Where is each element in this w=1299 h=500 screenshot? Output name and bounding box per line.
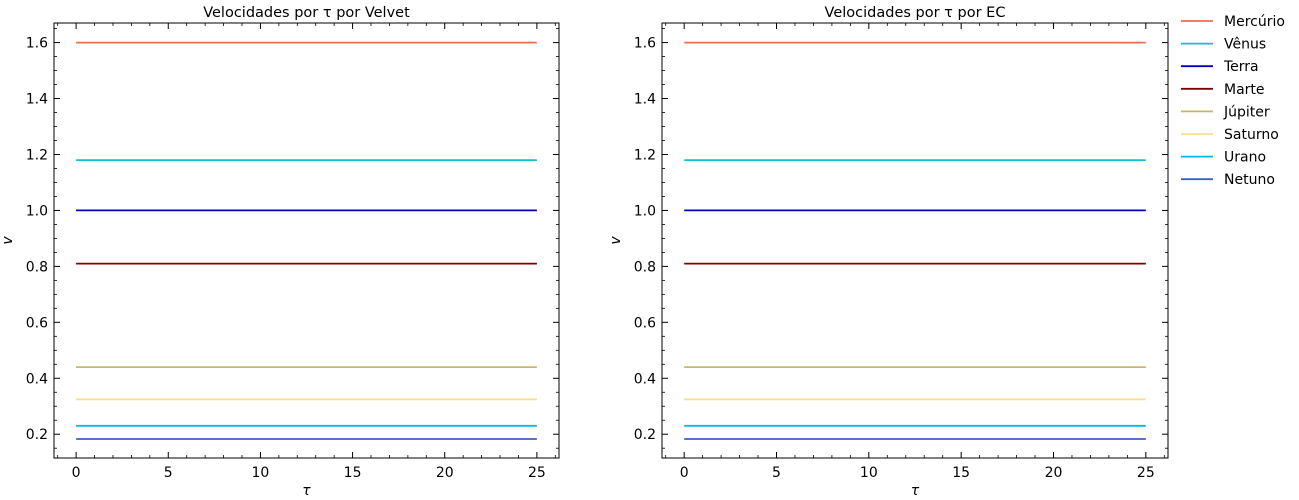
- chart-panel-ec: 0 5 10 15 20 25 0.2 0.4 0.6 0.8 1.0 1.2 1.4 1.6 Veloci…: [608, 5, 1169, 499]
- y-axis-label: v: [0, 236, 16, 245]
- y-tick-label: 1.2: [26, 147, 48, 163]
- y-tick-label: 1.0: [26, 203, 48, 219]
- legend-label: Netuno: [1224, 172, 1275, 188]
- y-tick-label: 1.6: [26, 36, 48, 52]
- y-tick-label: 1.0: [634, 203, 656, 219]
- legend-item-marte: Marte: [1181, 82, 1265, 98]
- x-tick-label: 20: [436, 465, 454, 481]
- y-tick-label: 0.6: [634, 315, 656, 331]
- plot-frame: [661, 22, 1169, 459]
- y-tick-label: 1.2: [634, 147, 656, 163]
- y-tick-label: 1.4: [634, 92, 656, 108]
- legend-item-terra: Terra: [1181, 59, 1259, 75]
- x-tick-label: 25: [528, 465, 546, 481]
- chart-title: Velocidades por τ por EC: [825, 5, 1006, 21]
- x-tick-label: 10: [860, 465, 878, 481]
- x-tick-label: 0: [72, 465, 81, 481]
- legend-label: Mercúrio: [1224, 14, 1285, 30]
- y-axis-label: v: [608, 236, 624, 245]
- y-tick-label: 0.6: [26, 315, 48, 331]
- y-tick-label: 0.8: [26, 259, 48, 275]
- legend-label: Vênus: [1224, 37, 1266, 53]
- legend-item-júpiter: Júpiter: [1181, 104, 1270, 120]
- legend-label: Urano: [1224, 150, 1266, 166]
- x-tick-label: 5: [772, 465, 781, 481]
- x-tick-label: 0: [680, 465, 689, 481]
- y-tick-label: 0.2: [634, 427, 656, 443]
- y-tick-label: 0.4: [26, 371, 48, 387]
- legend-label: Júpiter: [1223, 104, 1270, 120]
- legend-item-urano: Urano: [1181, 150, 1266, 166]
- x-tick-label: 25: [1137, 465, 1155, 481]
- chart-title: Velocidades por τ por Velvet: [203, 5, 410, 21]
- chart-legend: Mercúrio Vênus Terra Marte Júpiter Saturno Ura…: [1181, 14, 1285, 188]
- legend-item-mercúrio: Mercúrio: [1181, 14, 1285, 30]
- legend-label: Terra: [1223, 59, 1259, 75]
- x-tick-label: 15: [344, 465, 362, 481]
- x-axis-label: τ: [302, 483, 311, 499]
- legend-label: Saturno: [1224, 127, 1279, 143]
- y-tick-label: 0.4: [634, 371, 656, 387]
- x-axis-label: τ: [911, 483, 920, 499]
- chart-panel-velvet: 0 5 10 15 20 25 0.2 0.4 0.6 0.8 1.0 1.2 1.4 1.6 Veloci…: [0, 5, 560, 499]
- y-tick-label: 0.2: [26, 427, 48, 443]
- y-tick-label: 1.4: [26, 92, 48, 108]
- legend-item-vênus: Vênus: [1181, 37, 1266, 53]
- legend-label: Marte: [1224, 82, 1265, 98]
- x-tick-label: 20: [1045, 465, 1063, 481]
- legend-item-saturno: Saturno: [1181, 127, 1279, 143]
- legend-item-netuno: Netuno: [1181, 172, 1275, 188]
- x-tick-label: 10: [252, 465, 270, 481]
- x-tick-label: 15: [952, 465, 970, 481]
- y-tick-label: 1.6: [634, 36, 656, 52]
- x-tick-label: 5: [164, 465, 173, 481]
- plot-frame: [53, 22, 560, 459]
- y-tick-label: 0.8: [634, 259, 656, 275]
